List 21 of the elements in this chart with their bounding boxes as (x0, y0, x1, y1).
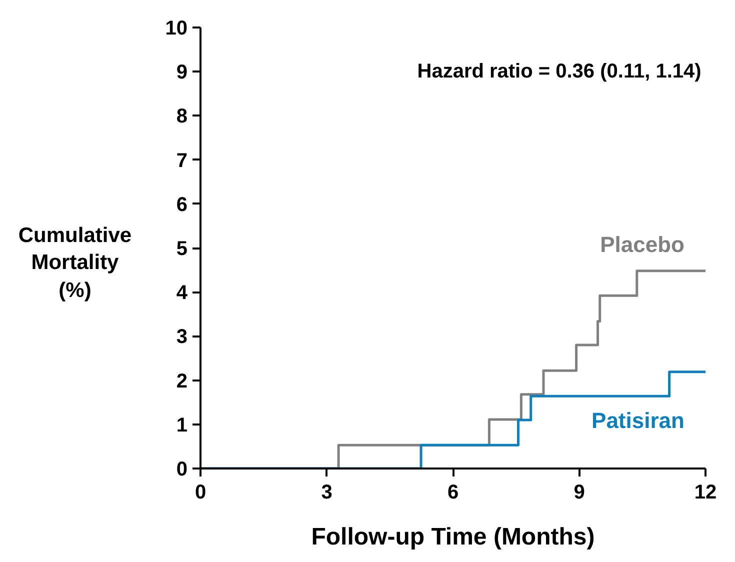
y-tick-label: 10 (165, 18, 188, 40)
y-tick-label: 9 (176, 62, 188, 84)
y-axis-title: Cumulative Mortality (%) (18, 223, 132, 304)
y-tick-label: 8 (176, 106, 188, 128)
x-tick-label: 12 (694, 482, 717, 504)
x-tick-label: 0 (194, 482, 206, 504)
y-tick-label: 7 (176, 150, 188, 172)
y-tick-label: 5 (176, 238, 188, 260)
x-tick-label: 9 (574, 482, 585, 504)
series-label: Placebo (600, 232, 684, 257)
y-tick-label: 3 (176, 326, 188, 348)
y-tick-label: 1 (176, 414, 188, 436)
x-tick-label: 3 (321, 482, 332, 504)
y-tick-label: 0 (176, 458, 188, 480)
x-tick-label: 6 (447, 482, 459, 504)
y-tick-label: 6 (176, 194, 188, 216)
x-axis-title: Follow-up Time (Months) (311, 524, 595, 550)
y-tick-label: 4 (176, 282, 188, 304)
annotation: Hazard ratio = 0.36 (0.11, 1.14) (417, 60, 702, 83)
series-label: Patisiran (592, 408, 684, 433)
y-tick-label: 2 (176, 370, 188, 392)
